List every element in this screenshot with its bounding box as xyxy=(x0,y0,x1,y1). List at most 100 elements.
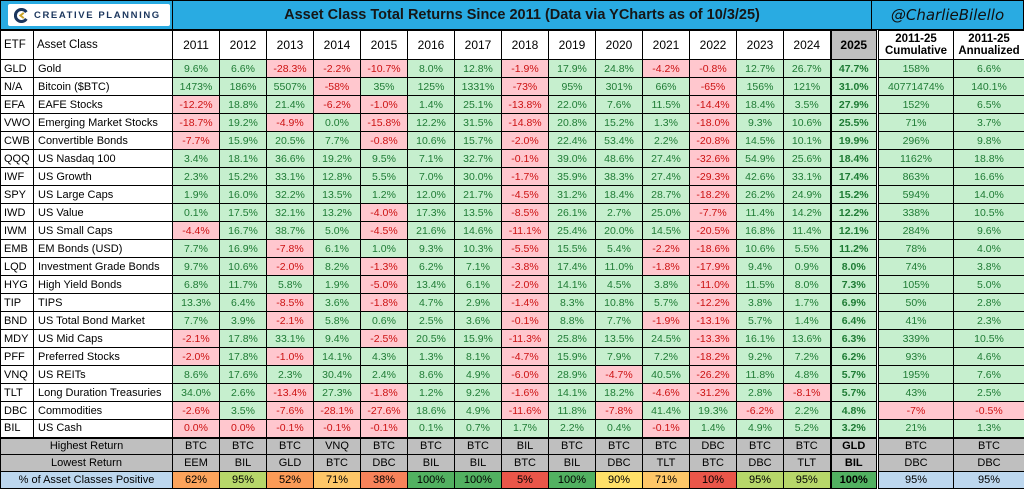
return-cell: -18.2% xyxy=(690,186,737,204)
return-cell: 5507% xyxy=(267,78,314,96)
return-cell: 6.5% xyxy=(954,96,1024,114)
return-cell: 4.9% xyxy=(455,402,502,420)
return-cell: -2.5% xyxy=(361,330,408,348)
return-cell: 3.9% xyxy=(220,312,267,330)
return-cell: 14.5% xyxy=(643,222,690,240)
return-cell: -20.5% xyxy=(690,222,737,240)
return-cell: 1473% xyxy=(173,78,220,96)
return-cell: 74% xyxy=(878,258,954,276)
etf-ticker: GLD xyxy=(1,60,34,78)
return-cell: -18.0% xyxy=(690,114,737,132)
pct-positive-label: % of Asset Classes Positive xyxy=(1,472,173,489)
return-cell: 14.2% xyxy=(784,204,831,222)
lowest-return-cell: BIL xyxy=(220,455,267,472)
return-cell: 20.5% xyxy=(267,132,314,150)
return-cell: 152% xyxy=(878,96,954,114)
highest-return-cell: BTC xyxy=(267,438,314,455)
asset-class-column-header: Asset Class xyxy=(34,31,173,60)
return-cell: 5.7% xyxy=(737,312,784,330)
return-cell: -1.7% xyxy=(502,168,549,186)
return-cell: 1.4% xyxy=(408,96,455,114)
return-cell: 5.5% xyxy=(784,240,831,258)
return-cell: -1.6% xyxy=(502,384,549,402)
return-cell: 339% xyxy=(878,330,954,348)
return-cell: 38.7% xyxy=(267,222,314,240)
return-cell: -0.1% xyxy=(314,420,361,438)
return-cell: 16.1% xyxy=(737,330,784,348)
return-cell: 7.7% xyxy=(173,312,220,330)
return-cell: 25.6% xyxy=(784,150,831,168)
return-cell: -8.5% xyxy=(502,204,549,222)
asset-class-name: US Mid Caps xyxy=(34,330,173,348)
return-cell: 9.4% xyxy=(737,258,784,276)
return-cell: 25.4% xyxy=(549,222,596,240)
return-cell: -1.8% xyxy=(361,384,408,402)
return-cell: 863% xyxy=(878,168,954,186)
return-cell: 1.9% xyxy=(314,276,361,294)
return-cell: 48.6% xyxy=(596,150,643,168)
asset-class-name: Preferred Stocks xyxy=(34,348,173,366)
return-cell: 30.0% xyxy=(455,168,502,186)
return-cell: -13.8% xyxy=(502,96,549,114)
return-cell: 19.3% xyxy=(690,402,737,420)
return-cell: 15.9% xyxy=(455,330,502,348)
etf-ticker: TLT xyxy=(1,384,34,402)
return-cell: 35% xyxy=(361,78,408,96)
asset-class-name: US Cash xyxy=(34,420,173,438)
return-cell: 5.4% xyxy=(596,240,643,258)
return-cell: -2.0% xyxy=(502,276,549,294)
highest-return-cell: BTC xyxy=(173,438,220,455)
return-cell: -13.3% xyxy=(690,330,737,348)
handle-section: @CharlieBilello xyxy=(871,1,1023,29)
lowest-return-cell: DBC xyxy=(737,455,784,472)
return-cell: 26.1% xyxy=(549,204,596,222)
highest-return-cell: BTC xyxy=(596,438,643,455)
return-cell: 296% xyxy=(878,132,954,150)
return-cell: 4.7% xyxy=(408,294,455,312)
pct-positive-cell: 5% xyxy=(502,472,549,489)
return-cell: 8.1% xyxy=(455,348,502,366)
etf-ticker: LQD xyxy=(1,258,34,276)
return-cell: -4.7% xyxy=(596,366,643,384)
return-cell: -4.5% xyxy=(361,222,408,240)
return-cell: 13.5% xyxy=(455,204,502,222)
return-cell: 2.5% xyxy=(954,384,1024,402)
column-header-year: 2014 xyxy=(314,31,361,60)
return-cell: -4.6% xyxy=(643,384,690,402)
return-cell: 20.5% xyxy=(408,330,455,348)
return-cell: 0.9% xyxy=(784,258,831,276)
highest-return-cell: BTC xyxy=(408,438,455,455)
return-cell: -2.2% xyxy=(643,240,690,258)
return-cell: 6.2% xyxy=(831,348,878,366)
return-cell: 16.0% xyxy=(220,186,267,204)
return-cell: -3.8% xyxy=(502,258,549,276)
return-cell: 17.5% xyxy=(220,204,267,222)
return-cell: -0.1% xyxy=(502,150,549,168)
return-cell: -0.5% xyxy=(954,402,1024,420)
return-cell: -4.5% xyxy=(502,186,549,204)
return-cell: 105% xyxy=(878,276,954,294)
column-header-year: 2012 xyxy=(220,31,267,60)
return-cell: 0.1% xyxy=(408,420,455,438)
column-header-year: 2013 xyxy=(267,31,314,60)
return-cell: 12.0% xyxy=(408,186,455,204)
etf-ticker: N/A xyxy=(1,78,34,96)
return-cell: -18.2% xyxy=(690,348,737,366)
column-header-2025: 2025 xyxy=(831,31,878,60)
return-cell: 10.6% xyxy=(784,114,831,132)
return-cell: 36.6% xyxy=(267,150,314,168)
return-cell: 3.8% xyxy=(954,258,1024,276)
return-cell: 17.8% xyxy=(220,348,267,366)
return-cell: 8.2% xyxy=(314,258,361,276)
return-cell: 0.0% xyxy=(173,420,220,438)
return-cell: 21.6% xyxy=(408,222,455,240)
return-cell: 1.3% xyxy=(954,420,1024,438)
etf-ticker: BND xyxy=(1,312,34,330)
return-cell: 14.5% xyxy=(737,132,784,150)
return-cell: -29.3% xyxy=(690,168,737,186)
return-cell: 14.6% xyxy=(455,222,502,240)
return-cell: 1.7% xyxy=(784,294,831,312)
